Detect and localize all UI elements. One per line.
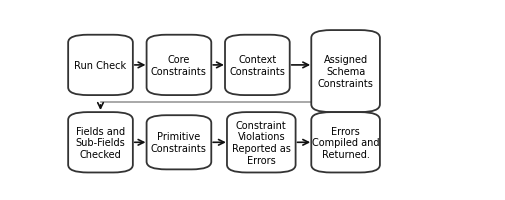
Text: Core
Constraints: Core Constraints — [150, 55, 207, 76]
Text: Fields and
Sub-Fields
Checked: Fields and Sub-Fields Checked — [75, 126, 125, 159]
Text: Run Check: Run Check — [74, 61, 126, 71]
FancyBboxPatch shape — [227, 113, 295, 173]
Text: Constraint
Violations
Reported as
Errors: Constraint Violations Reported as Errors — [231, 120, 290, 165]
FancyBboxPatch shape — [311, 113, 379, 173]
FancyBboxPatch shape — [225, 36, 289, 96]
Text: Errors
Compiled and
Returned.: Errors Compiled and Returned. — [311, 126, 379, 159]
FancyBboxPatch shape — [146, 36, 211, 96]
FancyBboxPatch shape — [311, 31, 379, 113]
FancyBboxPatch shape — [146, 116, 211, 170]
FancyBboxPatch shape — [68, 113, 133, 173]
Text: Assigned
Schema
Constraints: Assigned Schema Constraints — [317, 55, 373, 88]
Text: Primitive
Constraints: Primitive Constraints — [150, 132, 207, 153]
Text: Context
Constraints: Context Constraints — [229, 55, 285, 76]
FancyBboxPatch shape — [68, 36, 133, 96]
